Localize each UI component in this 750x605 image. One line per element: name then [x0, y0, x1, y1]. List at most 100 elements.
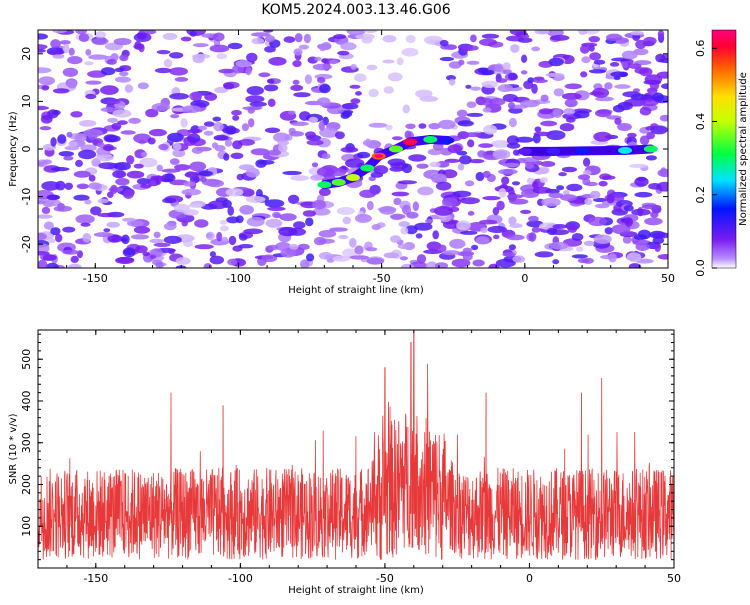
- heatmap-cell: [473, 260, 485, 267]
- heatmap-cell: [330, 60, 339, 65]
- heatmap-cell: [467, 101, 477, 108]
- heatmap-cell: [164, 236, 182, 244]
- heatmap-cell: [563, 108, 575, 115]
- heatmap-cell: [170, 114, 179, 118]
- heatmap-cell: [624, 205, 634, 211]
- heatmap-cell: [206, 232, 215, 240]
- x-tick-label: -150: [83, 272, 108, 285]
- heatmap-cell: [502, 252, 515, 257]
- heatmap-cell: [329, 227, 348, 231]
- heatmap-cell: [88, 182, 102, 189]
- heatmap-cell: [40, 126, 52, 130]
- heatmap-cell: [418, 123, 426, 129]
- heatmap-cell: [112, 110, 131, 118]
- heatmap-cell: [314, 237, 326, 245]
- snr-y-label: SNR (10 * v/v): [8, 413, 19, 484]
- y-tick-label: 500: [20, 349, 33, 370]
- y-tick-label: -20: [20, 235, 33, 253]
- heatmap-cell: [584, 198, 592, 205]
- heatmap-cell: [338, 235, 348, 239]
- heatmap-cell: [493, 149, 511, 159]
- heatmap-cell: [198, 171, 213, 176]
- y-tick-label: 0: [20, 146, 33, 153]
- spectrogram-x-label: Height of straight line (km): [288, 285, 424, 296]
- heatmap-cell: [193, 43, 209, 47]
- signal-track-point: [575, 147, 589, 154]
- heatmap-cell: [245, 67, 252, 75]
- heatmap-cell: [133, 44, 143, 50]
- heatmap-cell: [642, 204, 662, 209]
- heatmap-cell: [119, 71, 129, 76]
- signal-track-point: [546, 148, 560, 155]
- heatmap-cell: [290, 85, 303, 91]
- heatmap-cell: [147, 178, 160, 186]
- x-tick-label: -50: [373, 272, 391, 285]
- heatmap-cell: [195, 244, 214, 249]
- heatmap-cell: [503, 62, 511, 70]
- heatmap-cell: [265, 35, 275, 42]
- heatmap-cell: [280, 248, 296, 257]
- heatmap-cell: [650, 211, 658, 218]
- heatmap-cell: [223, 83, 234, 89]
- heatmap-cell: [539, 108, 553, 114]
- heatmap-cell: [607, 195, 615, 204]
- heatmap-cell: [364, 28, 377, 33]
- heatmap-cell: [510, 27, 527, 35]
- heatmap-cell: [507, 194, 524, 198]
- heatmap-cell: [237, 174, 244, 181]
- heatmap-cell: [630, 31, 644, 35]
- heatmap-cell: [349, 238, 357, 248]
- heatmap-cell: [305, 74, 312, 84]
- heatmap-cell: [134, 226, 150, 233]
- heatmap-cell: [154, 243, 171, 247]
- heatmap-cell: [55, 234, 62, 243]
- heatmap-cell: [319, 84, 331, 93]
- heatmap-cell: [47, 239, 55, 244]
- heatmap-cell: [440, 57, 454, 61]
- heatmap-cell: [74, 171, 91, 178]
- signal-peak: [375, 154, 383, 158]
- heatmap-cell: [493, 235, 499, 240]
- heatmap-cell: [125, 84, 133, 92]
- heatmap-cell: [482, 34, 499, 39]
- heatmap-cell: [155, 68, 172, 73]
- heatmap-cell: [293, 48, 302, 55]
- heatmap-cell: [222, 237, 229, 242]
- heatmap-cell: [610, 62, 619, 67]
- heatmap-cell: [278, 227, 297, 236]
- heatmap-cell: [98, 199, 109, 204]
- heatmap-cell: [521, 55, 527, 63]
- heatmap-cell: [189, 162, 206, 172]
- y-tick-label: 400: [20, 390, 33, 411]
- heatmap-cell: [342, 103, 359, 110]
- signal-track-point: [346, 174, 360, 181]
- heatmap-cell: [42, 207, 50, 214]
- heatmap-cell: [467, 139, 474, 147]
- heatmap-cell: [164, 59, 172, 68]
- heatmap-cell: [174, 164, 190, 170]
- heatmap-cell: [73, 195, 89, 201]
- heatmap-cell: [216, 53, 227, 59]
- heatmap-cell: [53, 54, 65, 59]
- heatmap-cell: [117, 120, 128, 125]
- heatmap-cell: [482, 81, 499, 88]
- heatmap-cell: [369, 123, 388, 128]
- heatmap-cell: [460, 197, 480, 204]
- heatmap-cell: [223, 153, 229, 161]
- heatmap-cell: [215, 145, 226, 152]
- heatmap-cell: [589, 69, 606, 73]
- heatmap-cell: [303, 210, 316, 217]
- heatmap-cell: [154, 232, 161, 238]
- heatmap-cell: [354, 245, 363, 254]
- heatmap-cell: [372, 224, 381, 230]
- heatmap-cell: [483, 125, 497, 135]
- heatmap-cell: [478, 143, 493, 148]
- heatmap-cell: [67, 80, 77, 89]
- heatmap-cell: [460, 231, 477, 235]
- heatmap-cell: [85, 81, 101, 85]
- heatmap-cell: [169, 52, 183, 58]
- heatmap-cell: [290, 122, 309, 126]
- heatmap-cell: [576, 247, 583, 252]
- heatmap-cell: [59, 151, 74, 157]
